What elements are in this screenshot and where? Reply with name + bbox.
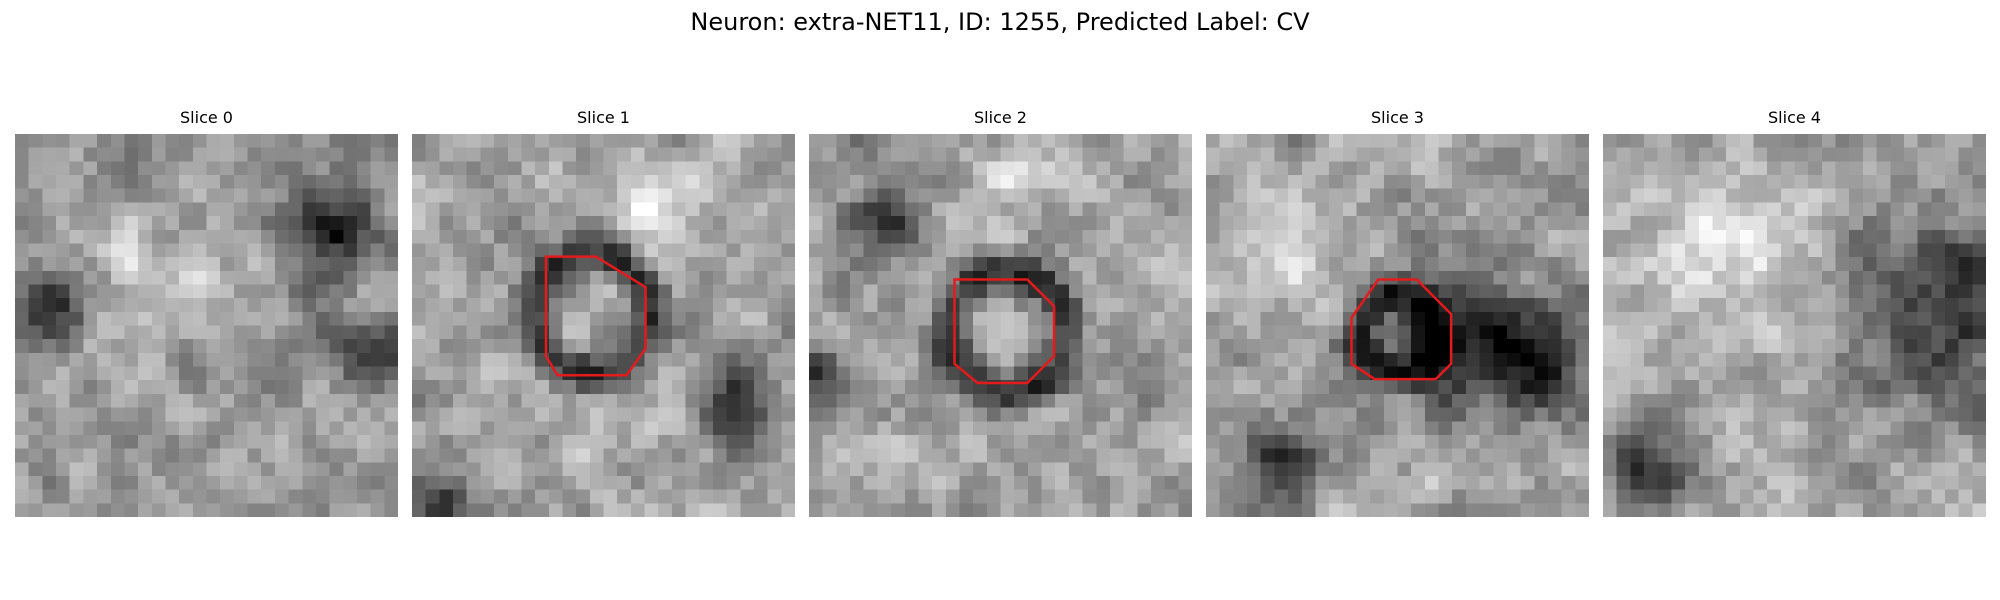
slice-title-0: Slice 0 (180, 108, 233, 127)
slice-image-4 (1603, 134, 1986, 517)
slice-image-2 (809, 134, 1192, 517)
roi-overlay-1 (544, 255, 647, 377)
roi-outline-1 (544, 255, 647, 377)
slice-panel-0: Slice 0 (15, 108, 398, 517)
roi-overlay-3 (1350, 278, 1453, 381)
slice-panel-2: Slice 2 (809, 108, 1192, 517)
slice-panel-1: Slice 1 (412, 108, 795, 517)
figure-title: Neuron: extra-NET11, ID: 1255, Predicted… (690, 8, 1310, 36)
slice-title-1: Slice 1 (577, 108, 630, 127)
slice-image-3 (1206, 134, 1589, 517)
roi-outline-2 (953, 278, 1056, 385)
slice-title-2: Slice 2 (974, 108, 1027, 127)
slice-panel-3: Slice 3 (1206, 108, 1589, 517)
slice-title-4: Slice 4 (1768, 108, 1821, 127)
slice-image-1 (412, 134, 795, 517)
slice-title-3: Slice 3 (1371, 108, 1424, 127)
roi-overlay-2 (953, 278, 1056, 385)
roi-outline-3 (1350, 278, 1453, 381)
slice-panel-4: Slice 4 (1603, 108, 1986, 517)
slice-image-0 (15, 134, 398, 517)
